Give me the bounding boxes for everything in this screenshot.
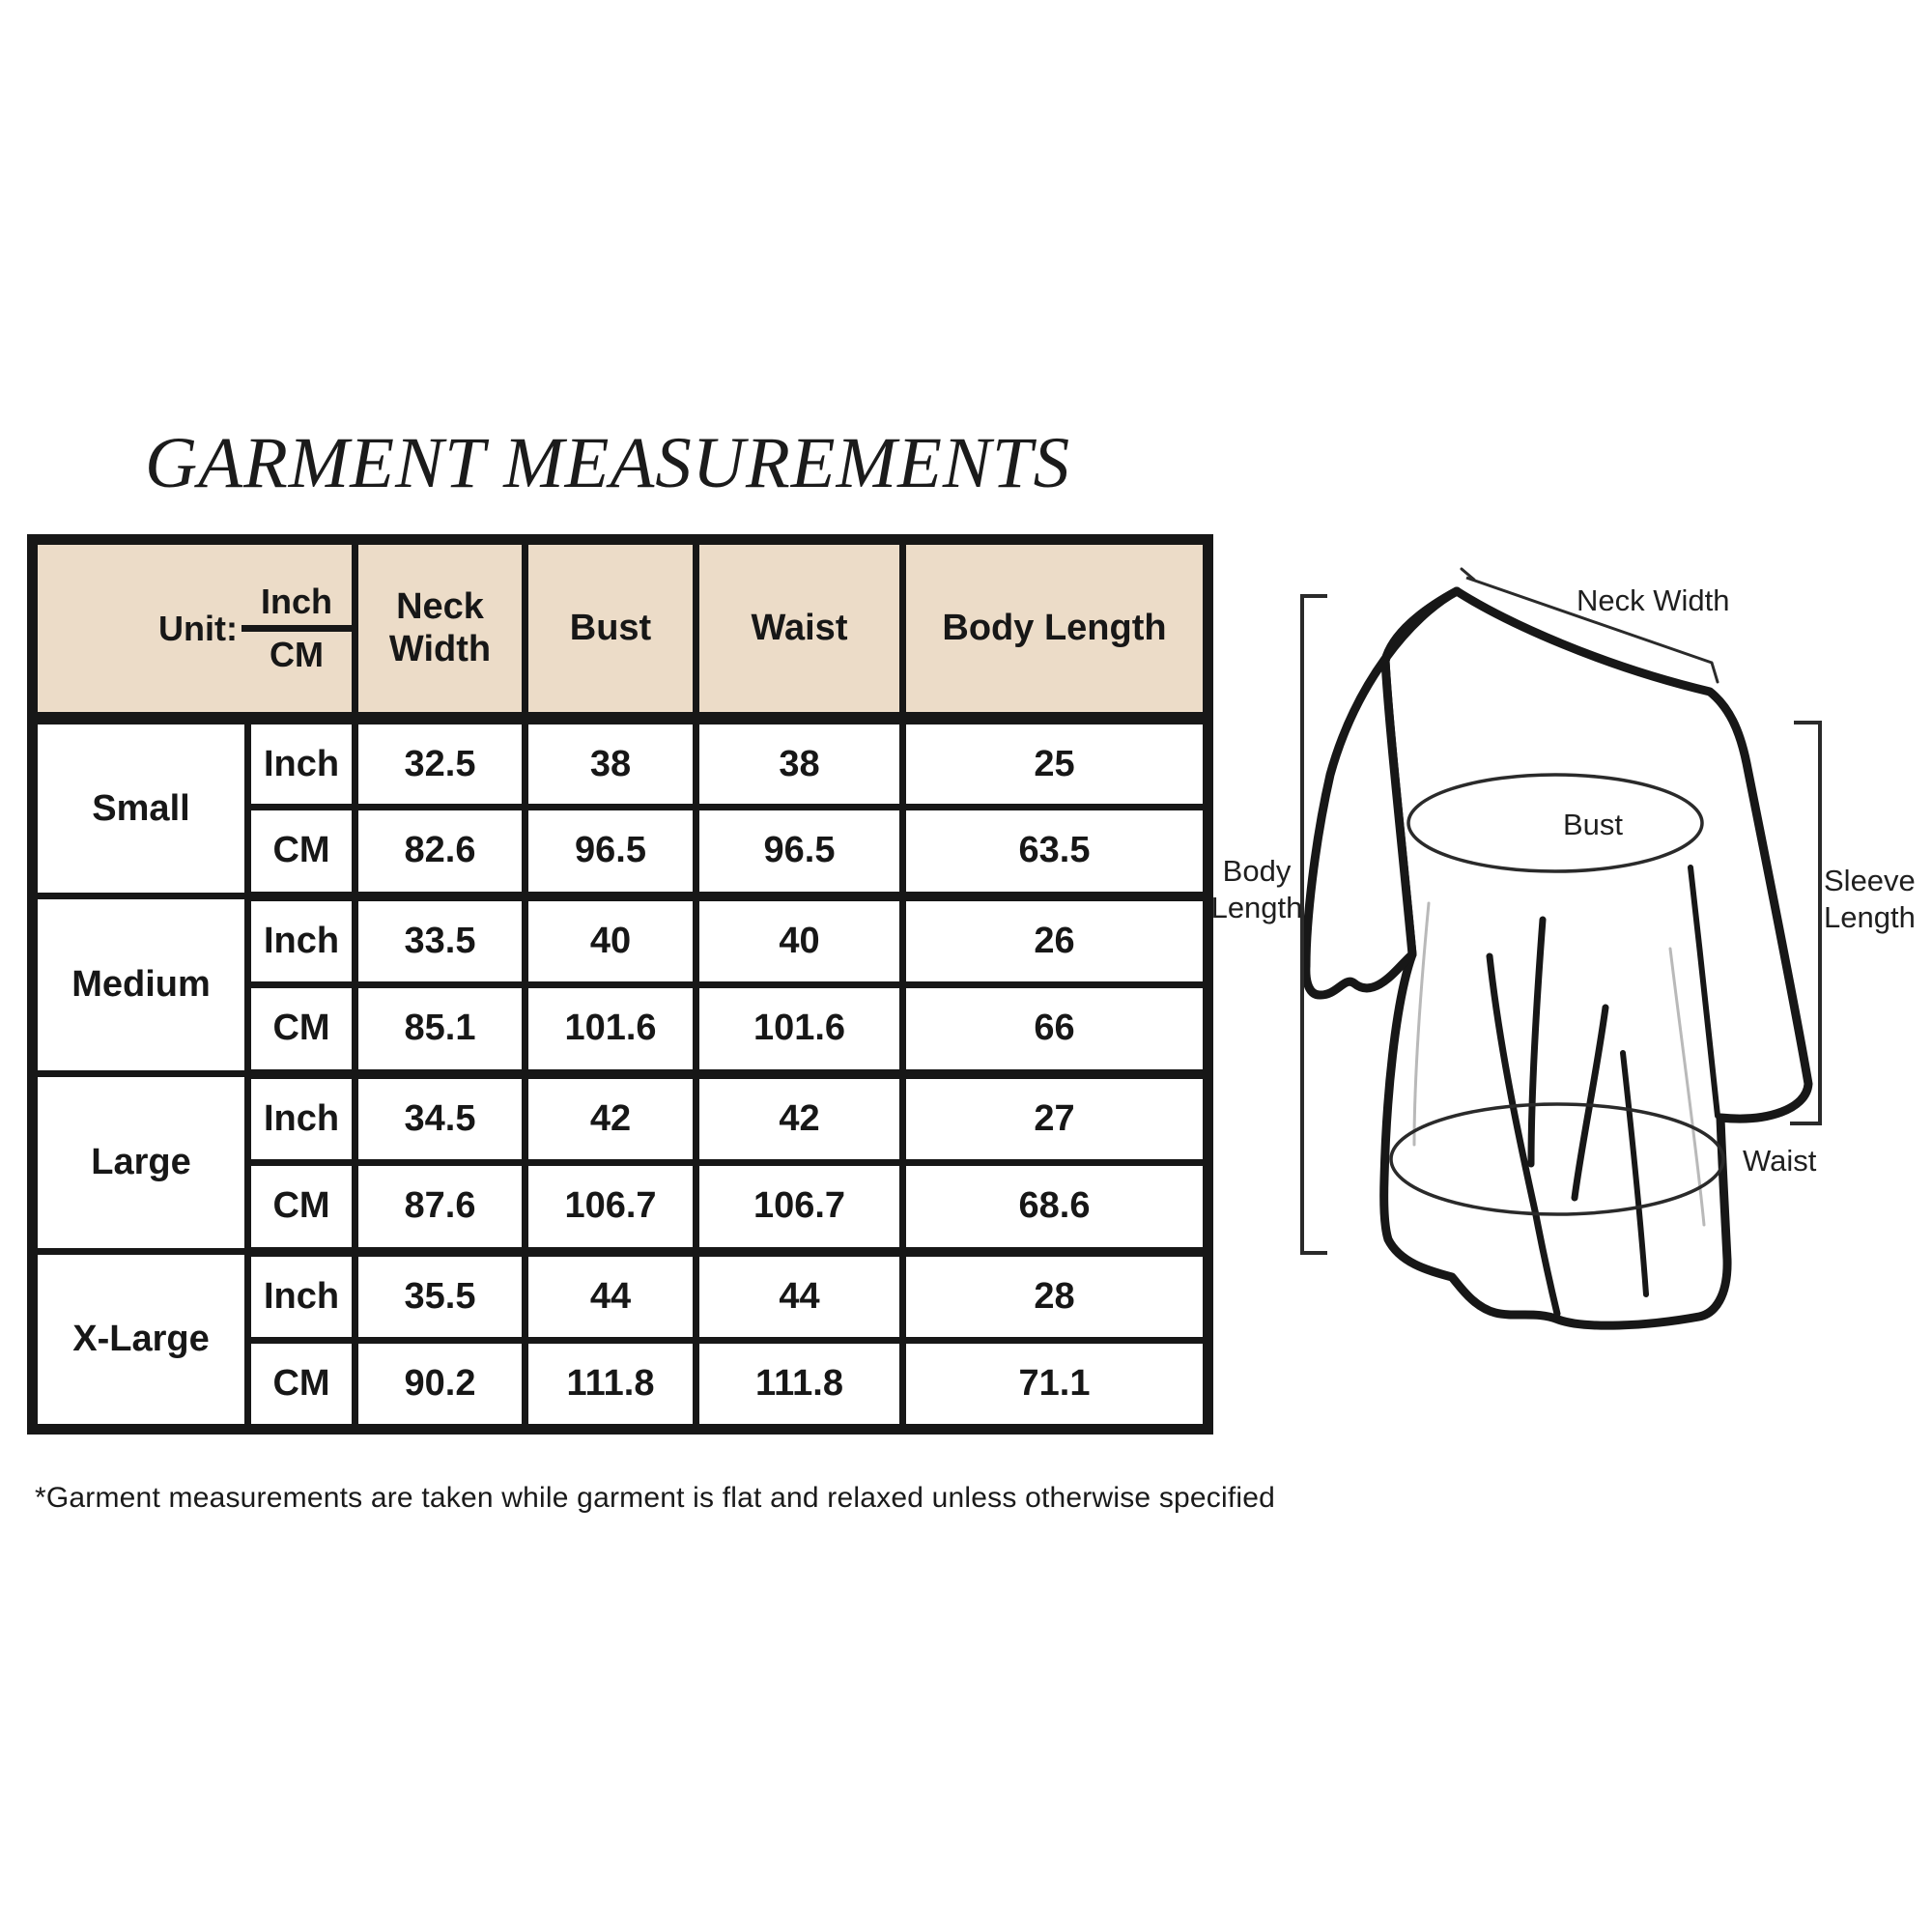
garment-diagram: Neck Width Bust Body Length Sleeve Lengt… — [1211, 567, 1916, 1330]
table-row: Medium Inch 33.5 40 40 26 — [29, 893, 1211, 1077]
size-name-small: Small — [29, 715, 251, 899]
table-row: Large Inch 34.5 42 42 27 — [29, 1070, 1211, 1255]
bust-measure-ellipse — [1406, 773, 1704, 873]
sleeve-length-label-line1: Sleeve — [1824, 864, 1916, 897]
bust-label: Bust — [1563, 808, 1623, 841]
value-cell: 90.2 — [352, 1337, 528, 1433]
value-cell: 26 — [899, 893, 1211, 988]
table-row: X-Large Inch 35.5 44 44 28 — [29, 1248, 1211, 1433]
value-cell: 42 — [522, 1070, 699, 1166]
wrinkle-line — [1412, 901, 1431, 1147]
garment-sleeve-outline — [1301, 586, 1462, 1000]
table-row: Small Inch 32.5 38 38 25 — [29, 715, 1211, 899]
unit-cell-cm: CM — [244, 804, 358, 901]
unit-fraction: Inch CM — [242, 582, 352, 675]
table-header-row: Unit: Inch CM Neck Width Bust Waist Body… — [29, 536, 1211, 724]
value-cell: 32.5 — [352, 715, 528, 810]
unit-cell-inch: Inch — [244, 1248, 358, 1344]
value-cell: 28 — [899, 1248, 1211, 1344]
table-row: CM 87.6 106.7 106.7 68.6 — [33, 1159, 1211, 1257]
value-cell: 106.7 — [522, 1159, 699, 1257]
footnote-text: *Garment measurements are taken while ga… — [35, 1482, 1276, 1514]
unit-cell-inch: Inch — [244, 715, 358, 810]
measurement-table: Unit: Inch CM Neck Width Bust Waist Body… — [27, 534, 1213, 1435]
value-cell: 111.8 — [693, 1337, 906, 1433]
neck-width-indicator-line — [1465, 576, 1713, 665]
value-cell: 101.6 — [522, 981, 699, 1079]
value-cell: 38 — [693, 715, 906, 810]
wrinkle-line — [1620, 1050, 1649, 1297]
value-cell: 96.5 — [522, 804, 699, 901]
value-cell: 44 — [693, 1248, 906, 1344]
wrinkle-line — [1486, 952, 1561, 1318]
value-cell: 42 — [693, 1070, 906, 1166]
value-cell: 25 — [899, 715, 1211, 810]
table-row: CM 90.2 111.8 111.8 71.1 — [33, 1337, 1211, 1433]
garment-body-outline — [1379, 586, 1813, 1330]
unit-fraction-inch: Inch — [242, 582, 352, 632]
page-title: GARMENT MEASUREMENTS — [145, 423, 1071, 503]
sleeve-length-label-line2: Length — [1824, 900, 1916, 934]
value-cell: 101.6 — [693, 981, 906, 1079]
value-cell: 82.6 — [352, 804, 528, 901]
unit-header-cell: Unit: Inch CM — [29, 536, 358, 724]
value-cell: 27 — [899, 1070, 1211, 1166]
column-header-waist: Waist — [693, 536, 906, 724]
value-cell: 68.6 — [899, 1159, 1211, 1257]
value-cell: 96.5 — [693, 804, 906, 901]
value-cell: 44 — [522, 1248, 699, 1344]
neck-width-indicator-tick-left — [1460, 567, 1476, 582]
unit-wrap: Unit: Inch CM — [38, 582, 352, 675]
value-cell: 66 — [899, 981, 1211, 1079]
size-name-x-large: X-Large — [29, 1248, 251, 1433]
value-cell: 40 — [693, 893, 906, 988]
table-row: CM 85.1 101.6 101.6 66 — [33, 981, 1211, 1079]
column-header-bust: Bust — [522, 536, 699, 724]
waist-measure-ellipse — [1389, 1102, 1725, 1216]
value-cell: 40 — [522, 893, 699, 988]
unit-cell-inch: Inch — [244, 1070, 358, 1166]
value-cell: 35.5 — [352, 1248, 528, 1344]
value-cell: 87.6 — [352, 1159, 528, 1257]
unit-cell-cm: CM — [244, 1159, 358, 1257]
wrinkle-line — [1668, 947, 1706, 1227]
body-length-label-line1: Body — [1223, 854, 1292, 888]
value-cell: 38 — [522, 715, 699, 810]
unit-cell-inch: Inch — [244, 893, 358, 988]
wrinkle-line — [1688, 865, 1720, 1119]
value-cell: 85.1 — [352, 981, 528, 1079]
unit-fraction-cm: CM — [270, 635, 324, 674]
table-row: CM 82.6 96.5 96.5 63.5 — [33, 804, 1211, 901]
waist-label: Waist — [1743, 1144, 1817, 1178]
unit-cell-cm: CM — [244, 981, 358, 1079]
unit-label: Unit: — [158, 608, 238, 648]
sleeve-length-bracket — [1790, 721, 1822, 1125]
wrinkle-line — [1571, 1004, 1609, 1202]
column-header-neck-width: Neck Width — [352, 536, 528, 724]
value-cell: 71.1 — [899, 1337, 1211, 1433]
value-cell: 111.8 — [522, 1337, 699, 1433]
value-cell: 33.5 — [352, 893, 528, 988]
value-cell: 34.5 — [352, 1070, 528, 1166]
value-cell: 63.5 — [899, 804, 1211, 901]
size-name-medium: Medium — [29, 893, 251, 1077]
body-length-label-line2: Length — [1211, 891, 1303, 924]
body-length-bracket — [1300, 594, 1327, 1255]
neck-width-indicator-tick-right — [1710, 661, 1719, 684]
unit-cell-cm: CM — [244, 1337, 358, 1433]
wrinkle-line — [1527, 916, 1547, 1168]
neck-width-label: Neck Width — [1577, 583, 1729, 617]
column-header-body-length: Body Length — [899, 536, 1211, 724]
size-name-large: Large — [29, 1070, 251, 1255]
value-cell: 106.7 — [693, 1159, 906, 1257]
